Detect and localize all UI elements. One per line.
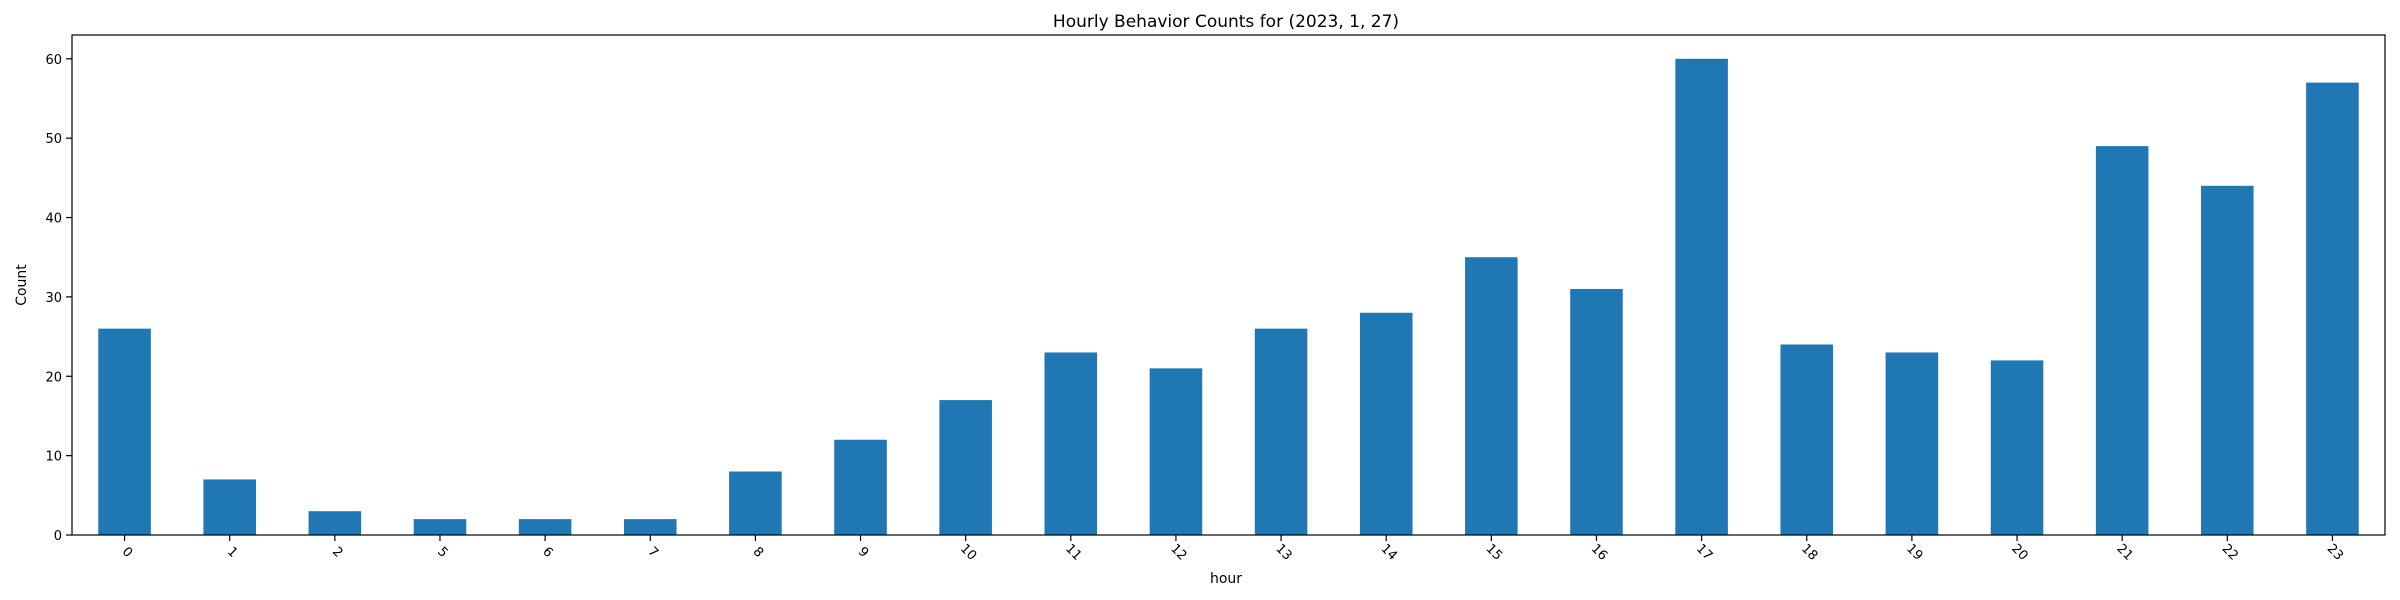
y-tick-label: 10 bbox=[45, 450, 62, 465]
y-axis-label: Count bbox=[14, 264, 30, 306]
bar-hour-9 bbox=[834, 439, 887, 535]
x-tick-label: 10 bbox=[957, 541, 979, 563]
x-tick-label: 22 bbox=[2219, 541, 2241, 563]
x-axis-ticks: 0 1 2 5 6 7 8 9 10 11 12 13 14 15 16 17 18 19 20 21 22 23 bbox=[119, 535, 2346, 564]
bar-hour-0 bbox=[98, 328, 151, 535]
x-tick-label: 14 bbox=[1378, 541, 1400, 563]
x-tick-label: 6 bbox=[539, 544, 555, 560]
x-tick-label: 8 bbox=[750, 544, 766, 560]
bar-hour-22 bbox=[2201, 185, 2254, 536]
bars-group bbox=[98, 58, 2359, 536]
bar-hour-5 bbox=[413, 519, 467, 535]
bar-hour-6 bbox=[518, 519, 572, 535]
y-tick-label: 60 bbox=[45, 53, 62, 68]
bar-hour-19 bbox=[1885, 352, 1939, 535]
bar-hour-12 bbox=[1149, 368, 1203, 535]
x-tick-label: 18 bbox=[1798, 541, 1820, 563]
x-tick-label: 2 bbox=[329, 544, 345, 560]
bar-hour-18 bbox=[1780, 344, 1834, 535]
x-tick-label: 7 bbox=[644, 544, 660, 560]
bar-hour-13 bbox=[1254, 328, 1308, 535]
x-tick-label: 0 bbox=[119, 544, 135, 560]
bar-hour-2 bbox=[308, 511, 362, 535]
x-tick-label: 9 bbox=[855, 544, 871, 560]
x-tick-label: 12 bbox=[1167, 541, 1189, 563]
x-tick-label: 17 bbox=[1693, 541, 1715, 563]
y-axis-ticks: 0 10 20 30 40 50 60 bbox=[45, 53, 72, 544]
y-tick-label: 30 bbox=[45, 291, 62, 306]
bar-hour-17 bbox=[1675, 58, 1728, 536]
x-tick-label: 11 bbox=[1062, 541, 1084, 563]
x-tick-label: 5 bbox=[434, 544, 450, 560]
bar-hour-1 bbox=[203, 479, 256, 535]
x-tick-label: 15 bbox=[1483, 541, 1505, 563]
plot-frame bbox=[71, 34, 2386, 536]
x-axis-label: hour bbox=[1210, 571, 1242, 587]
bar-hour-11 bbox=[1044, 352, 1098, 535]
bar-hour-10 bbox=[939, 400, 992, 535]
x-tick-label: 1 bbox=[224, 544, 240, 560]
bar-hour-21 bbox=[2095, 146, 2149, 536]
x-tick-label: 19 bbox=[1903, 541, 1925, 563]
bar-hour-7 bbox=[623, 519, 677, 535]
bar-hour-15 bbox=[1465, 257, 1518, 535]
x-tick-label: 16 bbox=[1588, 541, 1610, 563]
bar-hour-8 bbox=[729, 471, 782, 535]
x-tick-label: 21 bbox=[2113, 541, 2135, 563]
x-tick-label: 13 bbox=[1272, 541, 1294, 563]
bar-hour-14 bbox=[1359, 312, 1413, 535]
bar-hour-20 bbox=[1990, 360, 2044, 535]
x-tick-label: 20 bbox=[2008, 541, 2030, 563]
y-tick-label: 0 bbox=[54, 529, 62, 544]
chart-title: Hourly Behavior Counts for (2023, 1, 27) bbox=[1053, 12, 1399, 32]
bar-hour-23 bbox=[2306, 82, 2359, 536]
x-tick-label: 23 bbox=[2324, 541, 2346, 563]
y-tick-label: 40 bbox=[45, 212, 62, 227]
y-tick-label: 50 bbox=[45, 132, 62, 147]
bar-hour-16 bbox=[1570, 288, 1623, 535]
y-tick-label: 20 bbox=[45, 370, 62, 385]
